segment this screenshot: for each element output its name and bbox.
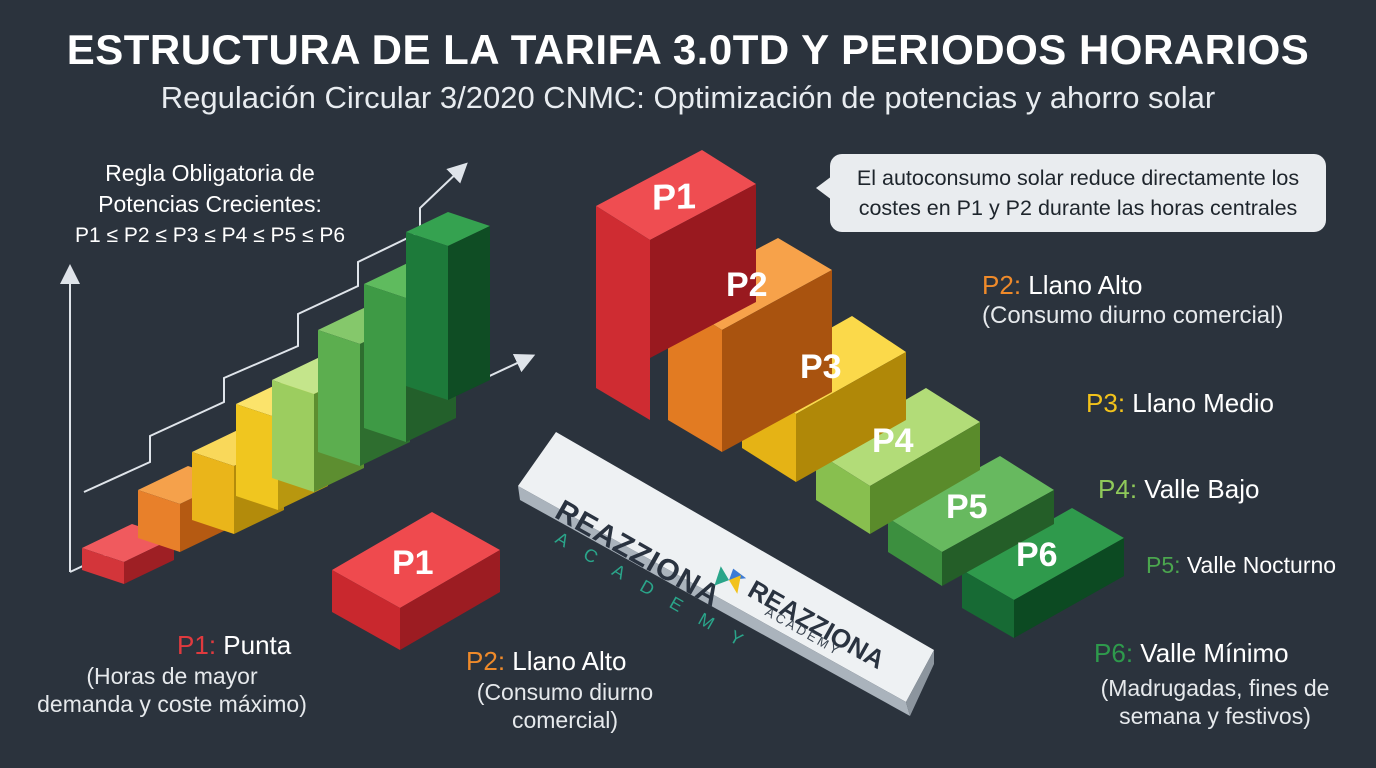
p1-colon: : xyxy=(208,630,217,660)
p4-label: P4: Valle Bajo xyxy=(1098,474,1259,505)
p5-colon: : xyxy=(1174,552,1181,578)
rule-line-1: Regla Obligatoria de xyxy=(105,160,315,186)
p2-bottom-label: P2: Llano Alto xyxy=(466,646,627,677)
callout-line-1: El autoconsumo solar reduce directamente… xyxy=(856,166,1300,190)
p2-bottom-desc-line-2: comercial) xyxy=(511,707,619,733)
page-subtitle: Regulación Circular 3/2020 CNMC: Optimiz… xyxy=(160,80,1216,115)
p4-colon: : xyxy=(1129,474,1138,504)
small-block-p1-label: P1 xyxy=(392,544,434,582)
small-p1-block xyxy=(332,512,500,650)
p6-name: Valle Mínimo xyxy=(1140,638,1289,668)
p3-label: P3: Llano Medio xyxy=(1086,388,1274,419)
p6-label: P6: Valle Mínimo xyxy=(1094,638,1289,669)
block-p5-label: P5 xyxy=(946,488,988,526)
p6-colon: : xyxy=(1125,638,1134,668)
block-p4-shape xyxy=(816,388,980,534)
solar-callout: El autoconsumo solar reduce directamente… xyxy=(816,154,1326,232)
block-p2-label: P2 xyxy=(726,266,768,304)
block-p1-shape xyxy=(596,150,756,420)
callout-line-2: costes en P1 y P2 durante las horas cent… xyxy=(858,196,1298,220)
block-p6-shape xyxy=(962,508,1124,638)
p2-description: (Consumo diurno comercial) xyxy=(982,302,1284,329)
p2-bottom-desc-line-1: (Consumo diurno xyxy=(476,679,654,705)
p2-bottom-code: P2 xyxy=(466,646,498,676)
p2-colon: : xyxy=(1013,270,1022,300)
p3-name: Llano Medio xyxy=(1132,388,1274,418)
p4-name: Valle Bajo xyxy=(1144,474,1260,504)
block-p1-label: P1 xyxy=(652,175,697,218)
p1-desc-line-2: demanda y coste máximo) xyxy=(37,691,307,717)
p3-colon: : xyxy=(1117,388,1126,418)
p6-desc-line-1: (Madrugadas, fines de xyxy=(1100,675,1330,701)
stair-bar-8 xyxy=(406,212,490,400)
p5-name: Valle Nocturno xyxy=(1186,552,1337,578)
rule-formula: P1 ≤ P2 ≤ P3 ≤ P4 ≤ P5 ≤ P6 xyxy=(74,224,346,247)
p1-code: P1 xyxy=(177,630,209,660)
p1-desc-line-1: (Horas de mayor xyxy=(86,663,258,689)
increasing-power-rule: Regla Obligatoria de Potencias Creciente… xyxy=(30,158,390,251)
block-p3-label: P3 xyxy=(800,348,842,386)
p6-desc-line-2: semana y festivos) xyxy=(1119,703,1311,729)
p1-label: P1: Punta xyxy=(177,630,291,661)
p2-bottom-description: (Consumo diurno comercial) xyxy=(440,678,690,734)
block-p5-shape xyxy=(888,456,1054,586)
p3-code: P3 xyxy=(1086,388,1118,418)
increasing-power-chart xyxy=(60,162,536,584)
p6-code: P6 xyxy=(1094,638,1126,668)
logo-mark-icon xyxy=(706,560,750,604)
p2-bottom-colon: : xyxy=(497,646,506,676)
p2-code: P2 xyxy=(982,270,1014,300)
page-title: ESTRUCTURA DE LA TARIFA 3.0TD Y PERIODOS… xyxy=(66,26,1310,73)
p4-code: P4 xyxy=(1098,474,1130,504)
p5-label: P5: Valle Nocturno xyxy=(1146,552,1336,579)
p5-code: P5 xyxy=(1146,552,1175,578)
p2-label: P2: Llano Alto xyxy=(982,270,1143,301)
logo-ribbon xyxy=(518,432,934,716)
p6-description: (Madrugadas, fines de semana y festivos) xyxy=(1080,674,1350,730)
rule-line-2: Potencias Crecientes: xyxy=(98,191,322,217)
p2-name: Llano Alto xyxy=(1028,270,1143,300)
p1-description: (Horas de mayor demanda y coste máximo) xyxy=(22,662,322,718)
p2-bottom-name: Llano Alto xyxy=(512,646,627,676)
block-p6-label: P6 xyxy=(1016,536,1058,574)
p1-name: Punta xyxy=(223,630,292,660)
block-p4-label: P4 xyxy=(872,422,914,460)
